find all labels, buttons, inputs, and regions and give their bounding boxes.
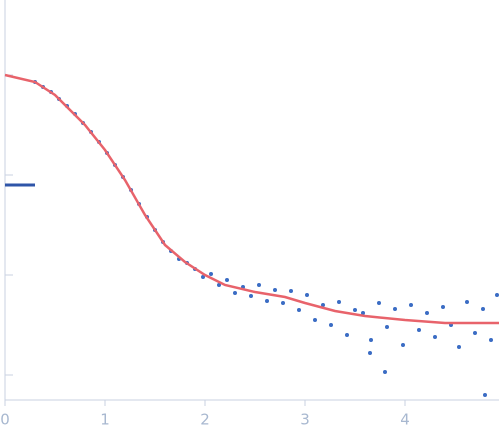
data-point <box>417 328 421 332</box>
x-tick-label: 0 <box>0 411 10 429</box>
data-point <box>209 272 213 276</box>
data-point <box>305 293 309 297</box>
data-point <box>385 325 389 329</box>
data-point <box>313 318 317 322</box>
data-point <box>489 338 493 342</box>
data-point <box>377 301 381 305</box>
data-point <box>329 323 333 327</box>
x-tick-label: 4 <box>400 411 410 429</box>
data-point <box>225 278 229 282</box>
data-point <box>393 307 397 311</box>
x-tick-label: 2 <box>200 411 210 429</box>
data-point <box>353 308 357 312</box>
data-point <box>495 293 499 297</box>
data-point <box>337 300 341 304</box>
data-point <box>425 311 429 315</box>
data-point <box>368 351 372 355</box>
data-point <box>457 345 461 349</box>
x-tick-label: 3 <box>300 411 310 429</box>
x-tick-label: 1 <box>100 411 110 429</box>
data-point <box>483 393 487 397</box>
data-point <box>409 303 413 307</box>
data-point <box>249 294 253 298</box>
data-point <box>473 331 477 335</box>
data-point <box>383 370 387 374</box>
data-point <box>257 283 261 287</box>
fit-line <box>4 73 499 325</box>
data-point <box>297 308 301 312</box>
data-point <box>201 275 205 279</box>
data-point <box>441 305 445 309</box>
data-point <box>369 338 373 342</box>
data-point <box>481 307 485 311</box>
data-point <box>265 299 269 303</box>
data-point <box>281 301 285 305</box>
data-point <box>433 335 437 339</box>
data-point <box>321 303 325 307</box>
data-point <box>401 343 405 347</box>
data-point <box>361 311 365 315</box>
data-point <box>273 288 277 292</box>
data-point <box>233 291 237 295</box>
data-point <box>217 283 221 287</box>
data-point <box>289 289 293 293</box>
data-point <box>465 300 469 304</box>
data-point <box>345 333 349 337</box>
